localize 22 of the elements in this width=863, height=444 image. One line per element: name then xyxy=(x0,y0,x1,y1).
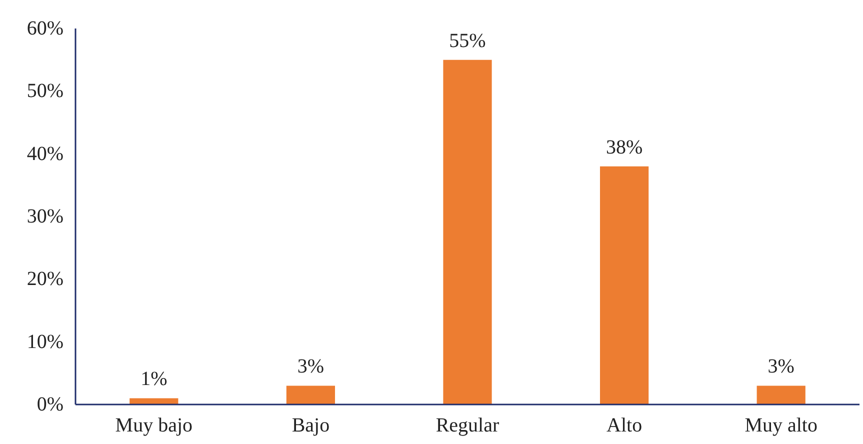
x-tick-label: Muy alto xyxy=(744,414,818,436)
y-tick-label: 50% xyxy=(26,80,64,102)
data-label: 1% xyxy=(140,368,168,390)
x-tick-label: Bajo xyxy=(292,414,330,436)
data-label: 3% xyxy=(297,356,324,378)
y-tick-label: 60% xyxy=(26,18,64,40)
bar xyxy=(756,386,806,404)
x-tick-label: Alto xyxy=(606,414,642,436)
y-tick-label: 0% xyxy=(36,394,64,416)
y-tick-label: 30% xyxy=(26,206,64,228)
data-label: 55% xyxy=(449,30,486,52)
y-tick-label: 40% xyxy=(26,142,64,165)
bar xyxy=(600,166,649,404)
x-tick-label: Regular xyxy=(436,414,500,436)
y-tick-label: 20% xyxy=(26,268,64,290)
bar xyxy=(130,398,178,404)
bar xyxy=(443,60,492,404)
bar xyxy=(286,386,336,404)
x-tick-label: Muy bajo xyxy=(115,414,193,436)
data-label: 38% xyxy=(606,136,643,158)
y-tick-label: 10% xyxy=(26,330,64,353)
data-label: 3% xyxy=(768,356,794,378)
